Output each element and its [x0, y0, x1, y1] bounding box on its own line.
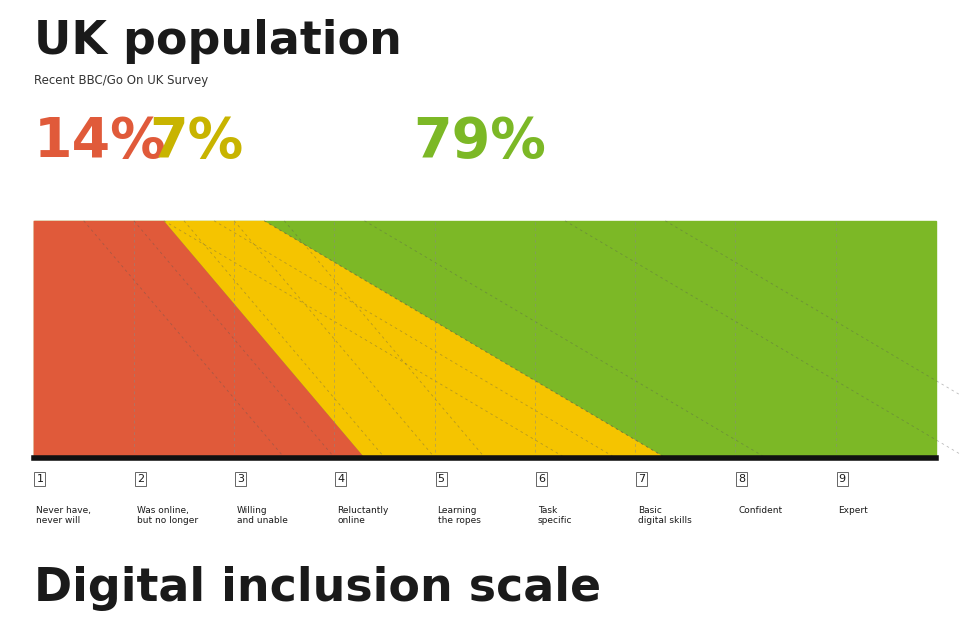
Text: Confident: Confident [738, 506, 782, 515]
Text: 5: 5 [438, 474, 444, 484]
Text: Basic
digital skills: Basic digital skills [638, 506, 692, 525]
Polygon shape [34, 221, 365, 458]
Text: 9: 9 [839, 474, 846, 484]
Text: 14%: 14% [34, 115, 166, 169]
Text: Task
specific: Task specific [538, 506, 572, 525]
Text: 4: 4 [337, 474, 345, 484]
Text: Learning
the ropes: Learning the ropes [438, 506, 480, 525]
Text: 3: 3 [237, 474, 244, 484]
Text: UK population: UK population [34, 19, 401, 64]
Text: Reluctantly
online: Reluctantly online [337, 506, 389, 525]
Bar [34, 221, 936, 458]
Text: Recent BBC/Go On UK Survey: Recent BBC/Go On UK Survey [34, 74, 208, 86]
Text: Never have,
never will: Never have, never will [36, 506, 91, 525]
Text: 2: 2 [136, 474, 144, 484]
Text: 7: 7 [638, 474, 645, 484]
Text: Was online,
but no longer: Was online, but no longer [136, 506, 198, 525]
Text: 6: 6 [538, 474, 545, 484]
Text: 7%: 7% [149, 115, 243, 169]
Text: Expert: Expert [839, 506, 869, 515]
Polygon shape [164, 221, 665, 458]
Text: 79%: 79% [413, 115, 545, 169]
Text: 1: 1 [36, 474, 43, 484]
Text: Willing
and unable: Willing and unable [237, 506, 288, 525]
Text: 8: 8 [738, 474, 746, 484]
Text: Digital inclusion scale: Digital inclusion scale [34, 566, 601, 611]
